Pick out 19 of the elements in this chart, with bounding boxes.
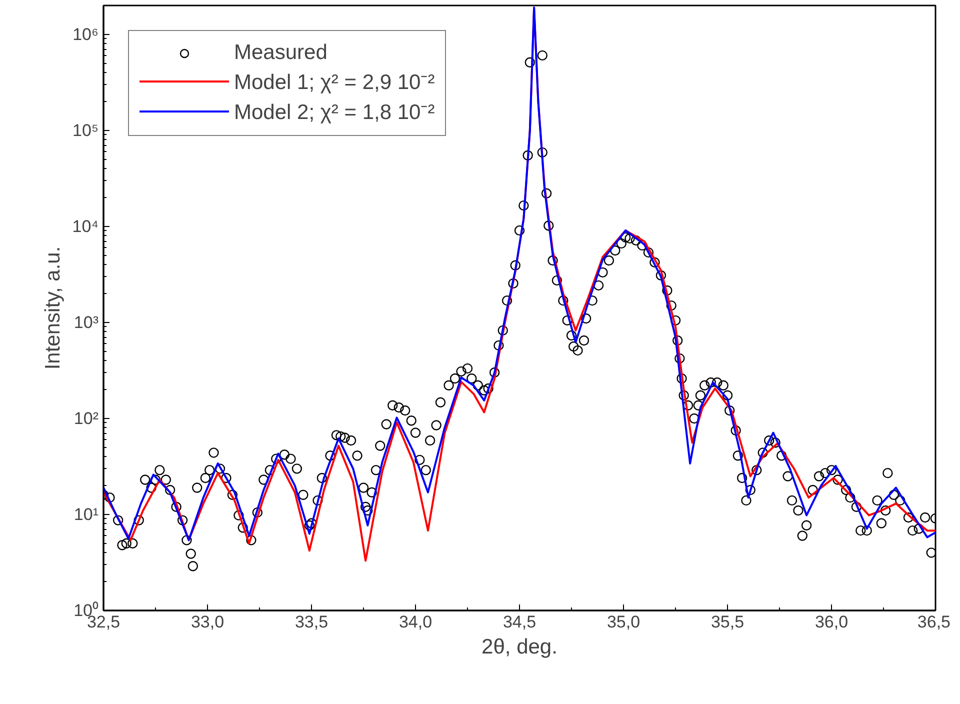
y-tick-label: 10³	[74, 312, 99, 332]
x-tick-label: 36,5	[917, 612, 951, 632]
x-tick-label: 34,5	[502, 612, 536, 632]
y-tick-label: 10⁵	[72, 120, 99, 140]
y-tick-label: 10⁴	[72, 216, 99, 236]
y-tick-label: 10¹	[74, 504, 99, 524]
legend-label: Measured	[234, 41, 328, 65]
y-axis-title: Intensity, a.u.	[41, 246, 64, 370]
x-tick-label: 33,5	[294, 612, 328, 632]
x-axis-title: 2θ, deg.	[482, 636, 558, 658]
legend-label: Model 2; χ² = 1,8 10⁻²	[234, 100, 435, 125]
x-tick-label: 35,0	[606, 612, 640, 632]
x-tick-label: 36,0	[814, 612, 848, 632]
legend-label: Model 1; χ² = 2,9 10⁻²	[234, 70, 435, 95]
y-tick-label: 10⁶	[72, 24, 99, 44]
y-tick-label: 10²	[74, 408, 99, 428]
x-tick-label: 33,0	[190, 612, 224, 632]
x-tick-label: 35,5	[710, 612, 744, 632]
x-tick-label: 34,0	[398, 612, 432, 632]
